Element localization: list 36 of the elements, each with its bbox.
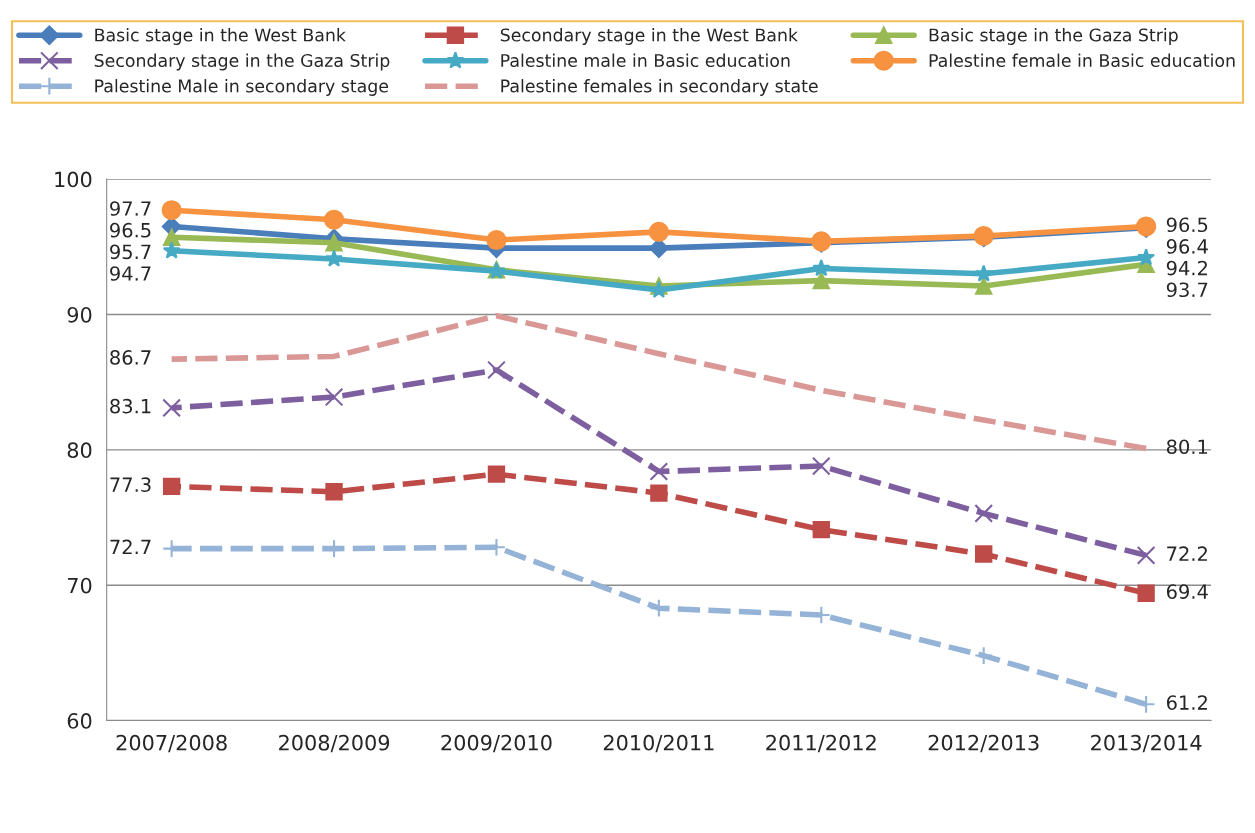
data-label: 94.2 xyxy=(1166,260,1207,276)
data-label: 77.3 xyxy=(110,477,151,493)
data-label: 96.5 xyxy=(1166,217,1208,233)
data-label: 93.7 xyxy=(1166,282,1208,298)
legend-label: Secondary stage in the Gaza Strip xyxy=(94,53,390,71)
legend-label: Palestine female in Basic education xyxy=(929,53,1235,68)
x-tick-label: 2010/2011 xyxy=(603,734,714,753)
x-tick-label: 2013/2014 xyxy=(1091,734,1202,753)
y-tick-label: 90 xyxy=(67,306,92,323)
data-label: 96.5 xyxy=(110,222,151,238)
legend-label: Secondary stage in the West Bank xyxy=(500,28,798,45)
data-label: 97.7 xyxy=(110,201,151,216)
data-label: 86.7 xyxy=(110,350,151,365)
data-label: 83.1 xyxy=(110,398,151,414)
data-label: 96.4 xyxy=(1166,239,1208,254)
x-tick-label: 2011/2012 xyxy=(766,734,876,753)
legend-label: Palestine male in Basic education xyxy=(501,53,790,68)
x-tick-label: 2008/2009 xyxy=(279,734,390,753)
y-tick-label: 70 xyxy=(67,577,92,594)
y-tick-label: 60 xyxy=(67,713,92,729)
data-label: 72.7 xyxy=(110,539,151,554)
legend-label: Palestine females in secondary state xyxy=(501,79,818,96)
legend-label: Basic stage in the West Bank xyxy=(95,28,346,45)
data-label: 80.1 xyxy=(1166,439,1208,455)
y-tick-label: 100 xyxy=(55,171,92,188)
x-tick-label: 2009/2010 xyxy=(441,734,552,753)
x-tick-label: 2012/2013 xyxy=(928,734,1039,753)
data-label: 94.7 xyxy=(110,266,151,281)
data-label: 69.4 xyxy=(1166,584,1208,599)
data-label: 95.7 xyxy=(110,244,151,260)
data-label: 61.2 xyxy=(1166,695,1207,710)
y-tick-label: 80 xyxy=(67,442,92,459)
legend-label: Palestine Male in secondary stage xyxy=(95,79,389,96)
legend-label: Basic stage in the Gaza Strip xyxy=(929,28,1178,45)
x-tick-label: 2007/2008 xyxy=(116,734,227,753)
data-label: 72.2 xyxy=(1167,546,1207,561)
